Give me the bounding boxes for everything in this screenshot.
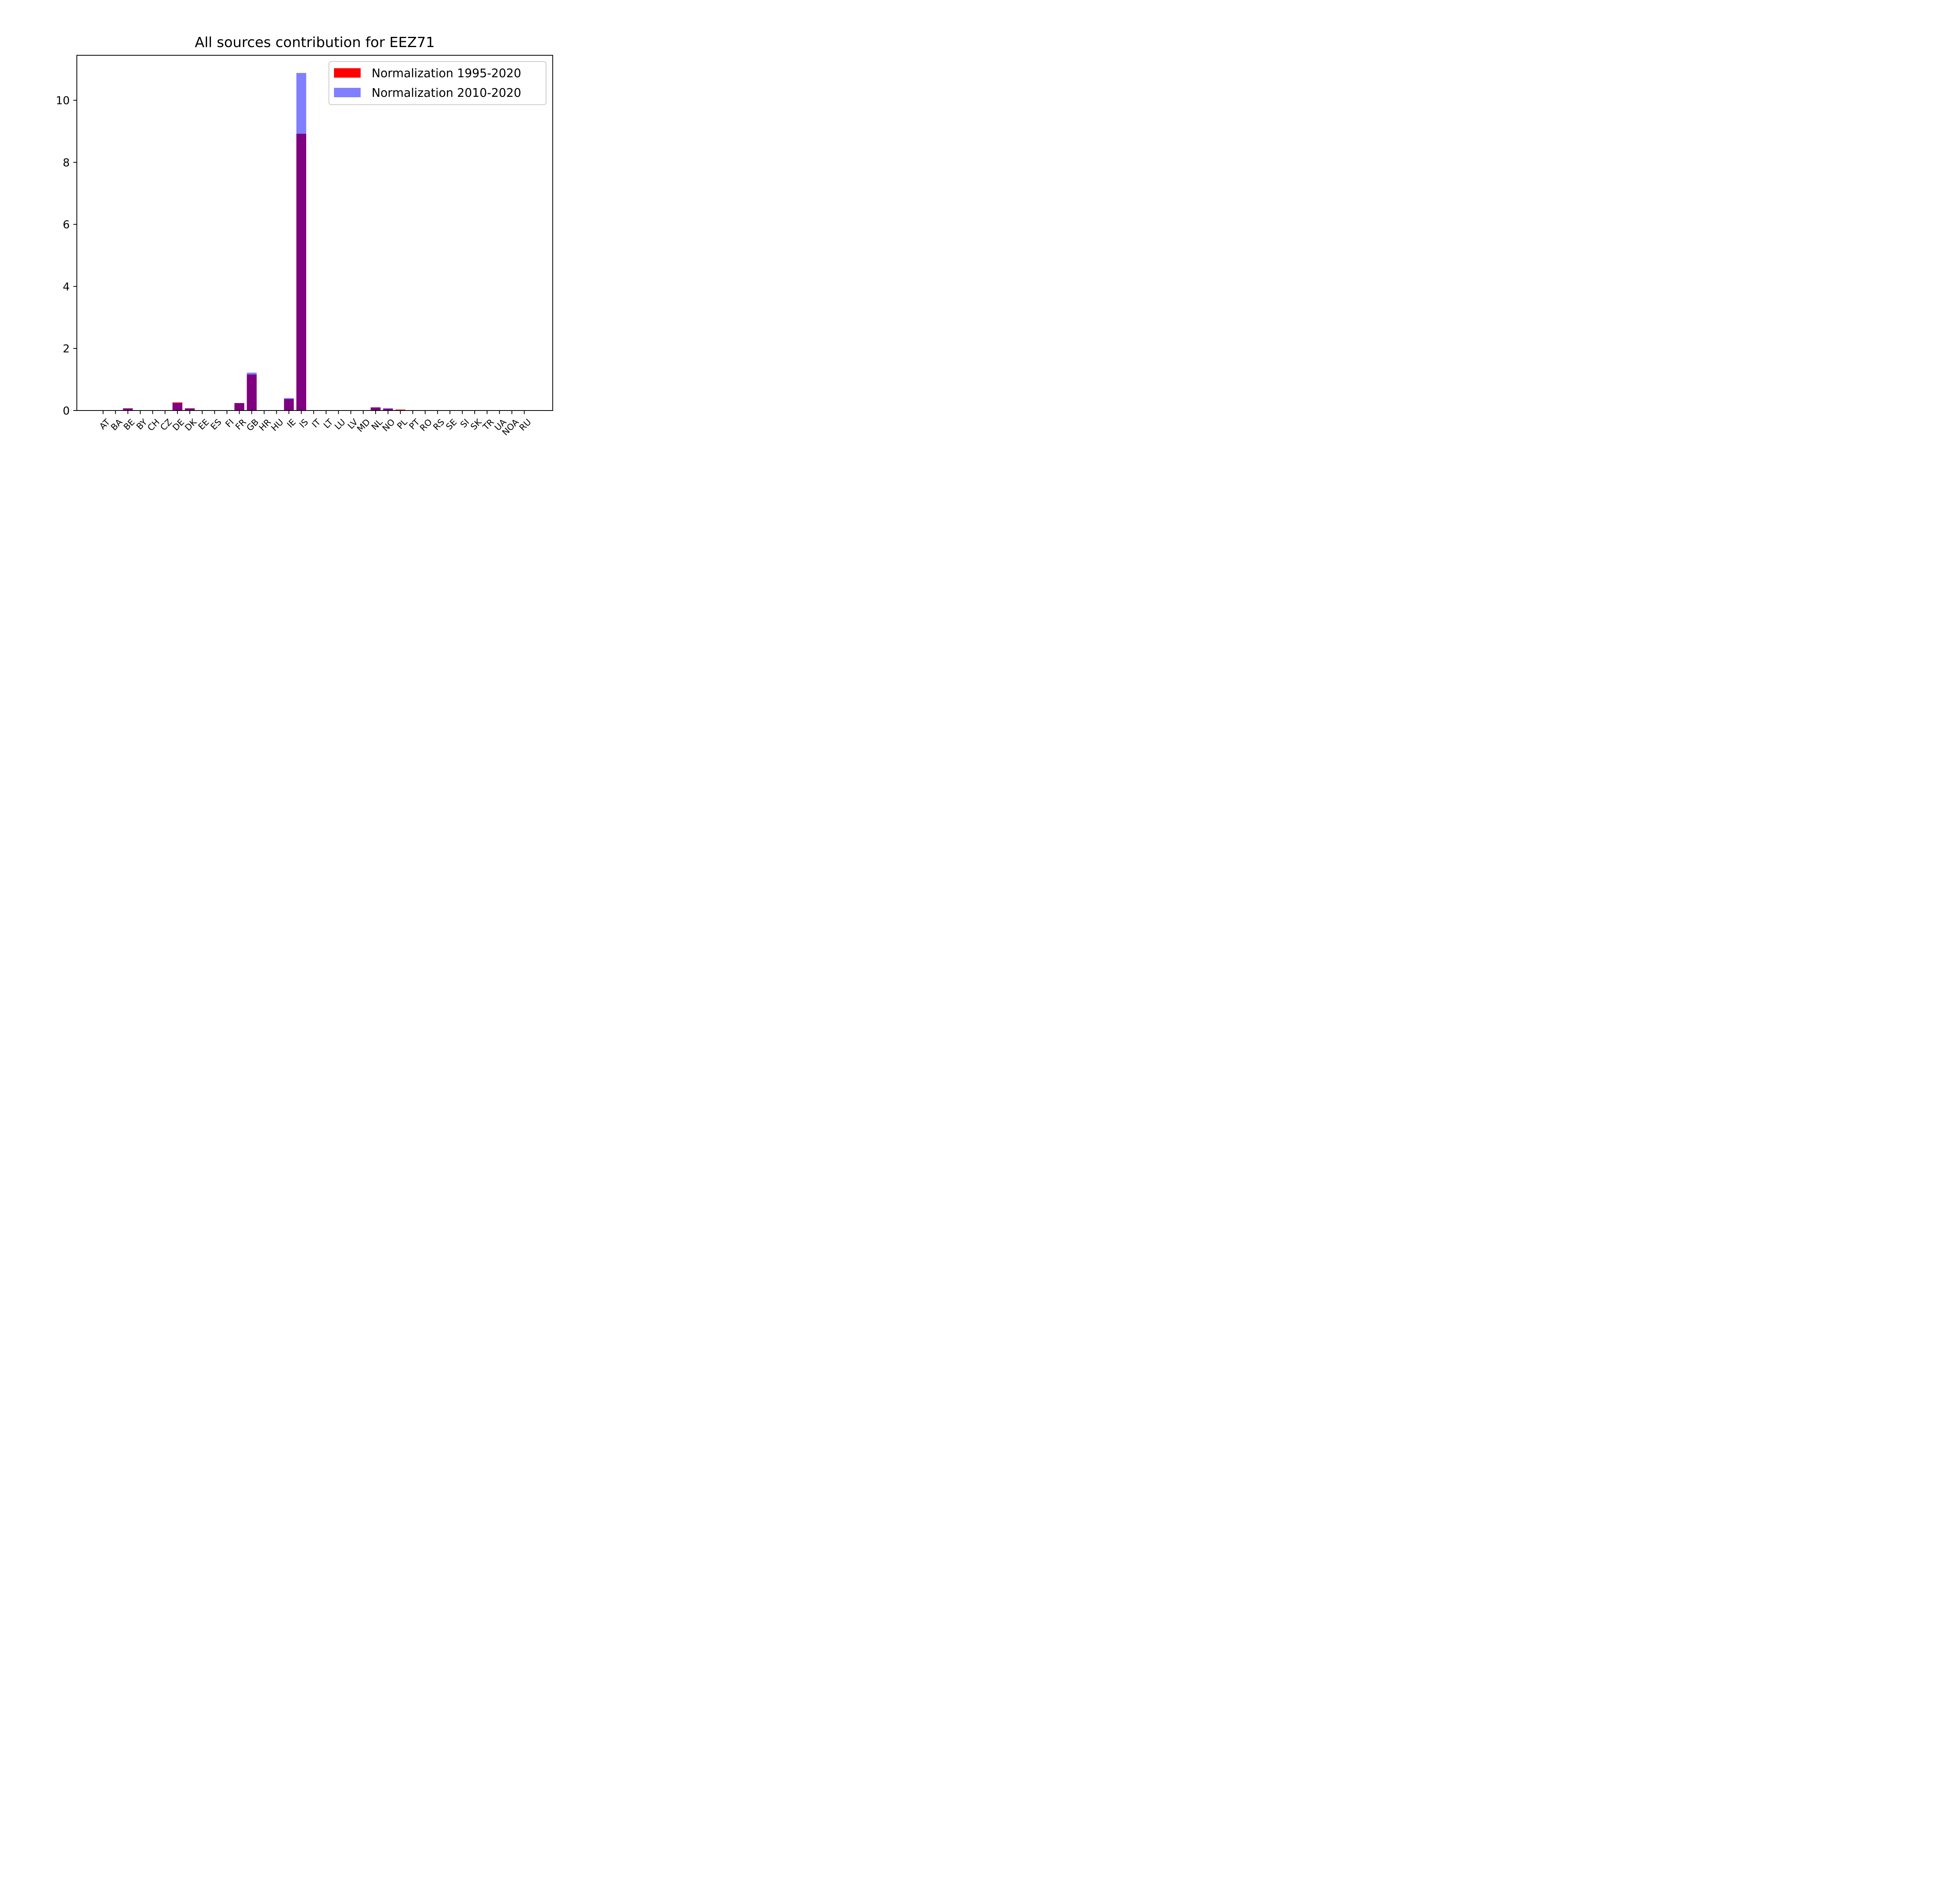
legend-box [328, 61, 546, 105]
y-tick-label: 6 [63, 218, 70, 231]
y-tick-label: 4 [63, 280, 70, 293]
bar-series-2-nl [370, 407, 381, 411]
bar-series-2-be [123, 408, 133, 411]
y-axis: 0 2 4 6 8 10 [56, 94, 77, 417]
bar-series-2-gb [247, 372, 257, 411]
bar-series-2-de [172, 403, 183, 411]
bar-series-2-dk [185, 408, 195, 411]
legend-label-series-2: Normalization 2010-2020 [372, 86, 521, 100]
bar-series-1-pl [395, 409, 405, 411]
bar-series-2-no [383, 408, 393, 411]
legend-swatch-series-1 [334, 68, 361, 78]
legend: Normalization 1995-2020 Normalization 20… [328, 61, 546, 105]
bar-chart: All sources contribution for EEZ71 0 2 4 6 8… [0, 0, 608, 456]
y-tick-label: 8 [63, 156, 70, 169]
bar-series-2-is [296, 73, 307, 411]
bar-series-2-fr [234, 403, 245, 411]
y-tick-label: 0 [63, 404, 70, 417]
legend-label-series-1: Normalization 1995-2020 [372, 67, 521, 80]
y-tick-label: 10 [56, 94, 70, 107]
bar-series-2-ie [284, 398, 294, 411]
legend-swatch-series-2 [334, 88, 361, 97]
plot-frame [76, 55, 553, 411]
bars-layer [123, 73, 455, 411]
chart-title: All sources contribution for EEZ71 [195, 35, 435, 51]
y-tick-label: 2 [63, 342, 70, 355]
